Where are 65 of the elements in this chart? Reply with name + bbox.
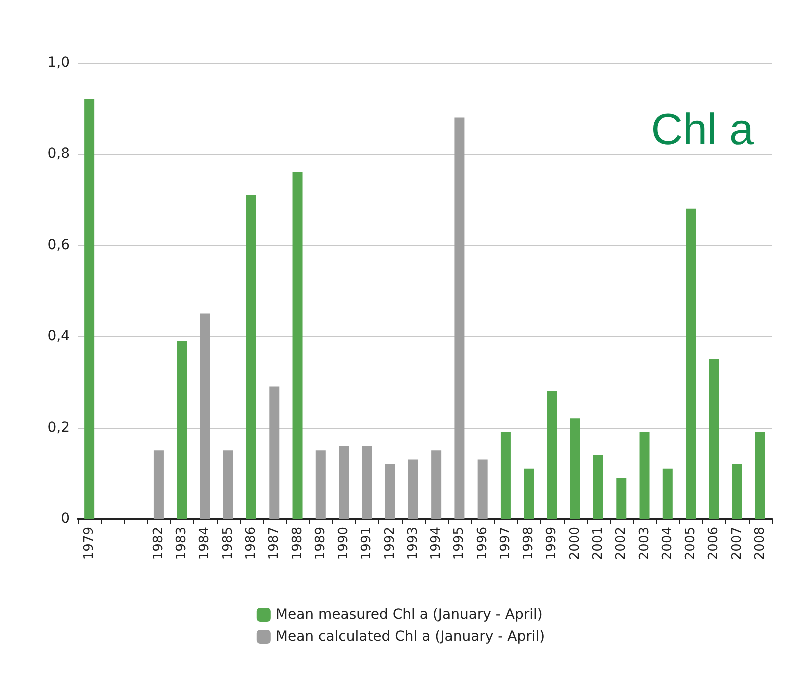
x-tick-label: 2008 (752, 527, 768, 560)
bar (432, 450, 442, 519)
bar (408, 460, 418, 519)
bar (755, 432, 766, 519)
bar (270, 386, 280, 519)
x-tick-label: 1990 (336, 527, 352, 560)
bar (640, 432, 650, 519)
x-tick-label: 1996 (475, 527, 490, 560)
y-tick-label: 0,8 (48, 146, 70, 162)
x-tick-label: 1994 (429, 527, 444, 560)
bar (154, 450, 164, 519)
bar (732, 464, 742, 519)
y-tick-label: 0,6 (48, 237, 70, 254)
bar (500, 432, 511, 519)
x-tick-label: 1982 (151, 527, 166, 560)
bar (246, 195, 256, 519)
bar (616, 478, 627, 519)
bar (524, 468, 534, 519)
bar (709, 359, 720, 519)
x-tick-label: 1984 (198, 527, 213, 560)
bar (454, 118, 465, 519)
x-tick-label: 1998 (522, 527, 537, 560)
bar (84, 99, 95, 519)
bar (316, 450, 326, 519)
x-tick-label: 1993 (406, 527, 421, 560)
bar (339, 446, 350, 519)
bar (570, 418, 580, 519)
x-tick-label: 1986 (244, 527, 259, 560)
bar (547, 391, 558, 519)
x-tick-label: 2005 (684, 527, 699, 560)
bar (686, 208, 696, 519)
x-tick-label: 1992 (382, 527, 398, 560)
x-tick-label: 1995 (452, 527, 468, 560)
x-tick-label: 1979 (82, 527, 98, 560)
annotation: Chl a (651, 106, 755, 154)
x-tick-label: 1991 (360, 527, 375, 560)
bar (478, 460, 488, 519)
x-tick-label: 2007 (730, 527, 745, 560)
bar (177, 341, 188, 519)
bar (594, 455, 604, 519)
x-tick-label: 1997 (498, 527, 514, 560)
x-tick-label: 2000 (568, 527, 583, 560)
bar (292, 172, 303, 519)
x-tick-label: 2003 (637, 527, 652, 560)
x-tick-label: 2001 (591, 527, 606, 560)
y-tick-label: 1,0 (48, 55, 70, 71)
bar (200, 314, 210, 519)
bar (362, 446, 372, 519)
x-tick-label: 2006 (706, 527, 722, 560)
legend-label: Mean measured Chl a (January - April) (276, 607, 543, 623)
x-tick-label: 1988 (290, 527, 306, 560)
x-tick-label: 2004 (660, 527, 676, 560)
x-tick-label: 1987 (267, 527, 282, 560)
x-tick-label: 1985 (220, 527, 236, 560)
bar (223, 450, 234, 519)
x-tick-label: 2002 (614, 527, 630, 560)
x-tick-label: 1983 (174, 527, 190, 560)
y-tick-label: 0 (61, 511, 70, 527)
x-tick-label: 1999 (544, 527, 560, 560)
bar (662, 468, 673, 519)
y-tick-label: 0,2 (48, 420, 70, 436)
bar (385, 464, 396, 519)
y-tick-label: 0,4 (48, 328, 70, 345)
legend-label: Mean calculated Chl a (January - April) (276, 629, 546, 645)
x-tick-label: 1989 (313, 527, 328, 560)
